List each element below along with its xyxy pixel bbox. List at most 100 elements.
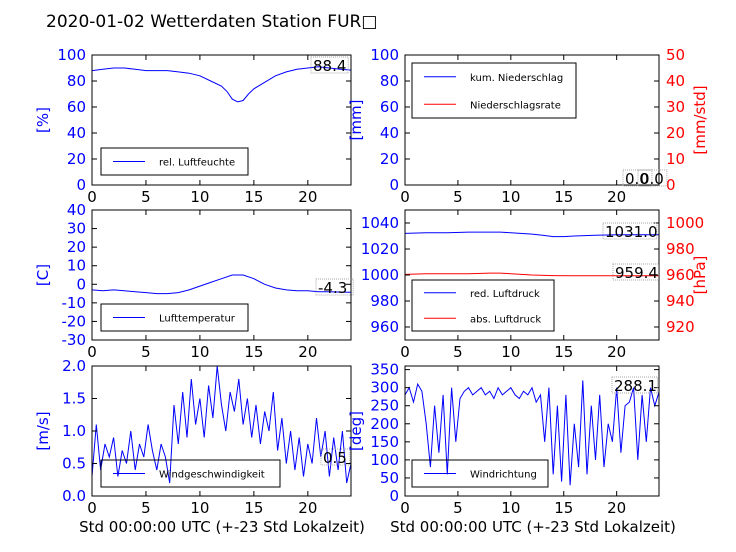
legend-box-humidity bbox=[100, 147, 249, 176]
x-tick-label-pressure: 10 bbox=[501, 343, 520, 361]
x-tick-label-humidity: 15 bbox=[244, 188, 263, 206]
y-axis-label-temperature: [C] bbox=[34, 264, 52, 286]
legend-box-precip bbox=[411, 62, 577, 119]
y-tick-label-wind_speed: 0.5 bbox=[62, 455, 86, 473]
current-value-wind_direction-frame bbox=[611, 376, 658, 394]
chart-precip: 0 5 10 15 20 0 20 40 60 80 100 0 10 20 30 40 50 [mm/std] [… bbox=[347, 46, 709, 206]
current-value-temperature: -4.3 bbox=[318, 279, 347, 297]
current-value-wind_speed: 0.5 bbox=[323, 449, 347, 467]
current-value2-pressure-frame bbox=[612, 263, 659, 281]
y-tick-label-pressure: 1020 bbox=[361, 240, 399, 258]
x-axis-label-left: Std 00:00:00 UTC (+-23 Std Lokalzeit) bbox=[79, 518, 365, 536]
y-tick-label-temperature: -20 bbox=[62, 312, 87, 330]
y-tick-label-temperature: -30 bbox=[62, 331, 87, 349]
y-tick-label-temperature: -10 bbox=[62, 294, 87, 312]
x-tick-label-humidity: 20 bbox=[298, 188, 317, 206]
x-tick-label-precip: 5 bbox=[453, 188, 463, 206]
current-value2-precip: 0.0 bbox=[640, 170, 664, 188]
y-tick-label-humidity: 0 bbox=[76, 176, 86, 194]
x-tick-label-wind_speed: 20 bbox=[298, 499, 317, 517]
y2-tick-label-pressure: 960 bbox=[666, 266, 695, 284]
x-tick-label-pressure: 15 bbox=[554, 343, 573, 361]
current-value2-precip-frame bbox=[637, 169, 668, 187]
y2-tick-label-pressure: 920 bbox=[666, 318, 695, 336]
y2-tick-label-precip: 20 bbox=[666, 124, 685, 142]
y-tick-label-precip: 20 bbox=[380, 150, 399, 168]
current-value-wind_direction: 288.1 bbox=[614, 377, 657, 395]
y-tick-label-wind_direction: 150 bbox=[370, 433, 399, 451]
current-value-precip: 0.0 bbox=[625, 170, 649, 188]
plot-frame-precip bbox=[404, 54, 660, 186]
chart-wind_speed: 0 5 10 15 20 0.0 0.5 1.0 1.5 2.0 [m/s] Windgeschwin… bbox=[34, 357, 352, 517]
x-tick-label-wind_speed: 0 bbox=[87, 499, 97, 517]
current-value2-pressure: 959.4 bbox=[615, 264, 658, 282]
y-axis-label-humidity: [%] bbox=[34, 107, 52, 133]
x-tick-label-wind_direction: 0 bbox=[400, 499, 410, 517]
y-axis-label-wind_direction: [deg] bbox=[347, 411, 365, 451]
legend-label-precip-1: Niederschlagsrate bbox=[470, 100, 561, 111]
current-value-temperature-frame bbox=[315, 278, 354, 296]
x-tick-label-wind_direction: 5 bbox=[453, 499, 463, 517]
legend-label-wind_speed-0: Windgeschwindigkeit bbox=[159, 470, 265, 481]
y-tick-label-wind_direction: 100 bbox=[370, 451, 399, 469]
y-tick-label-wind_speed: 1.5 bbox=[62, 390, 86, 408]
y-tick-label-precip: 60 bbox=[380, 98, 399, 116]
x-axis-label-right: Std 00:00:00 UTC (+-23 Std Lokalzeit) bbox=[390, 518, 676, 536]
legend-label-wind_direction-0: Windrichtung bbox=[470, 470, 537, 481]
chart-temperature: 0 5 10 15 20-30-20-10010203040[C]Lufttempera… bbox=[34, 201, 354, 361]
plot-frame-wind_direction bbox=[404, 365, 660, 497]
series-line-pressure-0 bbox=[405, 231, 659, 238]
y-tick-label-temperature: 40 bbox=[67, 201, 86, 219]
legend-label-pressure-1: abs. Luftdruck bbox=[470, 314, 541, 325]
figure-title: 2020-01-02 Wetterdaten Station FUR□ bbox=[46, 12, 377, 32]
y-tick-label-temperature: 10 bbox=[67, 257, 86, 275]
y-tick-label-precip: 40 bbox=[380, 124, 399, 142]
x-tick-label-temperature: 10 bbox=[190, 343, 209, 361]
legend-box-wind_speed bbox=[100, 459, 281, 488]
x-tick-label-pressure: 5 bbox=[453, 343, 463, 361]
y2-tick-label-pressure: 980 bbox=[666, 240, 695, 258]
y-tick-label-humidity: 100 bbox=[57, 46, 86, 64]
chart-pressure: 0 5 10 15 20 960 980 1000 1020 1040 920 940 960 980 10… bbox=[361, 209, 709, 361]
y-tick-label-temperature: 30 bbox=[67, 220, 86, 238]
x-tick-label-precip: 10 bbox=[501, 188, 520, 206]
y-axis-label-wind_speed: [m/s] bbox=[34, 411, 52, 450]
y-tick-label-wind_direction: 300 bbox=[370, 379, 399, 397]
plot-frame-temperature bbox=[91, 209, 352, 341]
y2-tick-label-pressure: 1000 bbox=[666, 214, 704, 232]
x-tick-label-temperature: 0 bbox=[87, 343, 97, 361]
x-tick-label-temperature: 5 bbox=[141, 343, 151, 361]
legend-label-pressure-0: red. Luftdruck bbox=[470, 289, 540, 300]
x-tick-label-temperature: 15 bbox=[244, 343, 263, 361]
y2-tick-label-precip: 0 bbox=[666, 176, 676, 194]
y-tick-label-wind_direction: 200 bbox=[370, 415, 399, 433]
y-tick-label-pressure: 960 bbox=[370, 318, 399, 336]
y-tick-label-pressure: 1000 bbox=[361, 266, 399, 284]
y2-tick-label-pressure: 940 bbox=[666, 292, 695, 310]
y-tick-label-wind_direction: 50 bbox=[380, 469, 399, 487]
y-tick-label-temperature: 20 bbox=[67, 238, 86, 256]
x-tick-label-precip: 20 bbox=[607, 188, 626, 206]
y2-axis-label-pressure: [hPa] bbox=[691, 256, 709, 295]
y-axis-label-precip: [mm] bbox=[347, 100, 365, 141]
y-tick-label-pressure: 1040 bbox=[361, 214, 399, 232]
current-value-humidity-frame bbox=[310, 56, 349, 74]
y-tick-label-humidity: 40 bbox=[67, 124, 86, 142]
chart-humidity: 0 5 10 15 20 0 20 40 60 80 100 [%] rel. Luftfeuchte 8… bbox=[34, 46, 352, 206]
x-tick-label-wind_speed: 5 bbox=[141, 499, 151, 517]
y2-axis-label-precip: [mm/std] bbox=[691, 85, 709, 154]
current-value-pressure: 1031.0 bbox=[605, 223, 658, 241]
y-tick-label-temperature: 0 bbox=[76, 275, 86, 293]
y-tick-label-wind_speed: 2.0 bbox=[62, 357, 86, 375]
series-line-humidity-0 bbox=[92, 66, 351, 103]
x-tick-label-humidity: 5 bbox=[141, 188, 151, 206]
series-line-pressure-1 bbox=[405, 272, 659, 277]
x-tick-label-humidity: 10 bbox=[190, 188, 209, 206]
y-tick-label-wind_direction: 250 bbox=[370, 397, 399, 415]
legend-label-temperature-0: Lufttemperatur bbox=[159, 314, 236, 325]
x-tick-label-wind_speed: 15 bbox=[244, 499, 263, 517]
legend-box-temperature bbox=[100, 303, 249, 332]
series-line-temperature-0 bbox=[92, 274, 351, 295]
legend-label-humidity-0: rel. Luftfeuchte bbox=[159, 158, 235, 169]
